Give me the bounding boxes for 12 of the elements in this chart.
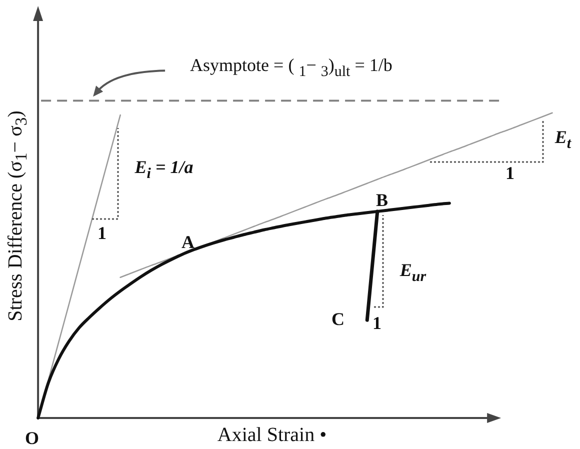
annotation: C [332,309,344,329]
annotation: B [376,190,388,210]
annotation: E$_{t}$ [554,127,572,152]
annotation: 1 [98,223,106,243]
ref-line-label: Asymptote = ( $_{1}$− $_{3}$)$_{ult}$ = 1/b [190,54,392,80]
annotation: 1 [506,163,514,183]
annotation: E$_{ur}$ [400,260,426,285]
annotation: E$_{i}$ = 1/a [134,157,194,182]
x-axis-title: Axial Strain • [217,424,327,446]
annotation: 1 [372,313,382,333]
annotation: A [182,232,194,252]
text: O [24,428,40,448]
